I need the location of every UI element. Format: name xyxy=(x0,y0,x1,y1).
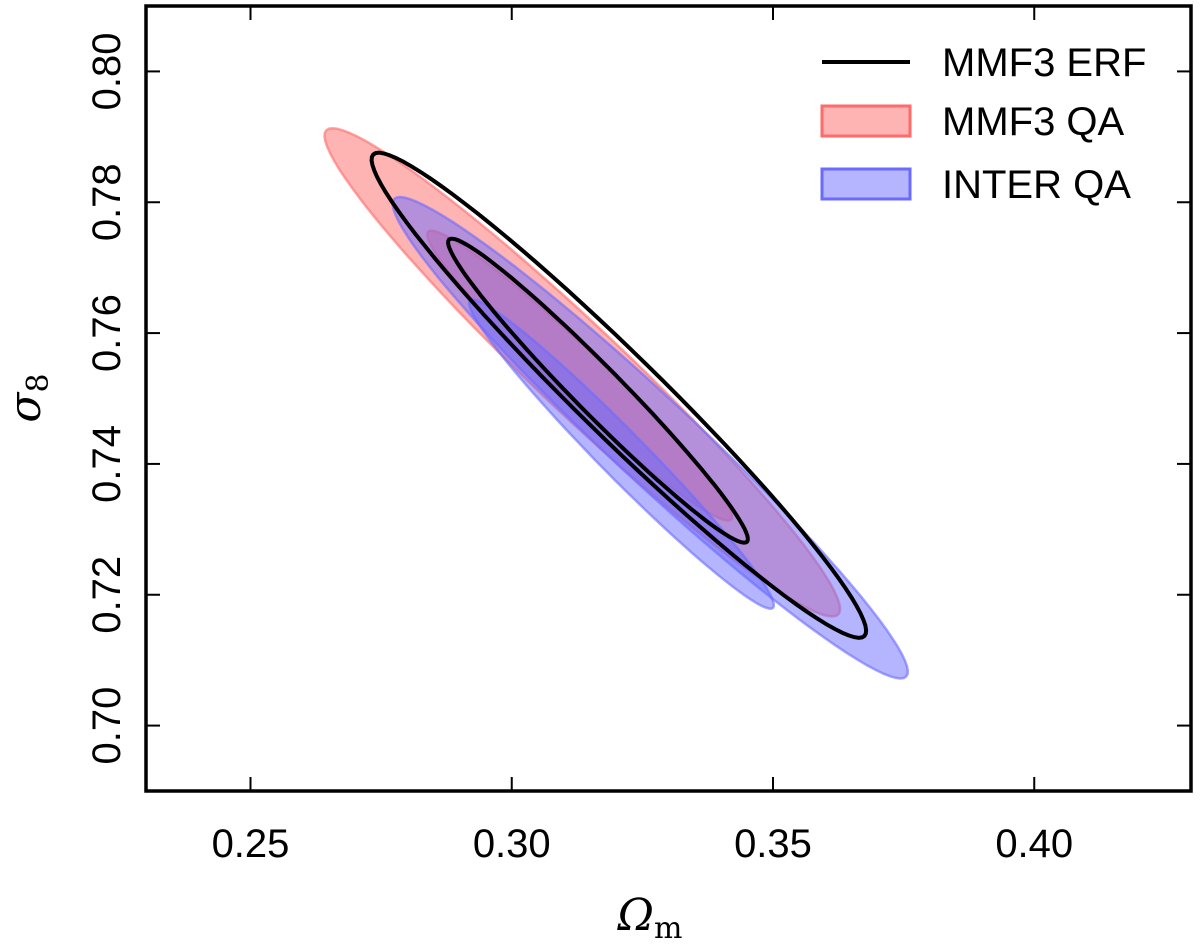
x-tick-label: 0.30 xyxy=(473,822,551,866)
x-tick-label: 0.40 xyxy=(995,822,1073,866)
x-tick-label: 0.25 xyxy=(212,822,290,866)
contour-inter-qa-95 xyxy=(391,195,910,680)
y-tick-label: 0.78 xyxy=(85,163,129,241)
y-axis-title-main: σ xyxy=(0,391,51,423)
x-tick-label: 0.35 xyxy=(734,822,812,866)
x-axis-title-main: Ω xyxy=(617,890,654,941)
contours-layer xyxy=(323,126,910,680)
legend-label-inter-qa: INTER QA xyxy=(942,163,1131,207)
tick-labels: 0.25 0.30 0.35 0.40 0.70 0.72 0.74 0.76 0.78 0.80 xyxy=(85,32,1073,866)
y-tick-label: 0.80 xyxy=(85,32,129,110)
x-axis-title: Ωm xyxy=(617,890,683,946)
legend-swatch-inter-qa xyxy=(820,167,912,201)
legend-label-mmf3-qa: MMF3 QA xyxy=(942,100,1125,144)
y-axis-title: σ8 xyxy=(0,373,56,422)
ticks-layer xyxy=(146,6,1191,791)
contour-mmf3-erf-95 xyxy=(369,150,869,640)
y-tick-label: 0.74 xyxy=(85,425,129,503)
plot-frame xyxy=(144,4,1193,793)
legend-swatch-mmf3-qa xyxy=(820,104,912,138)
y-tick-label: 0.76 xyxy=(85,294,129,372)
y-tick-label: 0.72 xyxy=(85,556,129,634)
contour-mmf3-erf-68 xyxy=(446,236,750,545)
legend-label-mmf3-erf: MMF3 ERF xyxy=(942,41,1146,85)
y-tick-label: 0.70 xyxy=(85,687,129,765)
y-axis-title-sub: 8 xyxy=(21,373,56,392)
legend: MMF3 ERF MMF3 QA INTER QA xyxy=(820,41,1146,207)
x-axis-title-sub: m xyxy=(654,911,682,946)
